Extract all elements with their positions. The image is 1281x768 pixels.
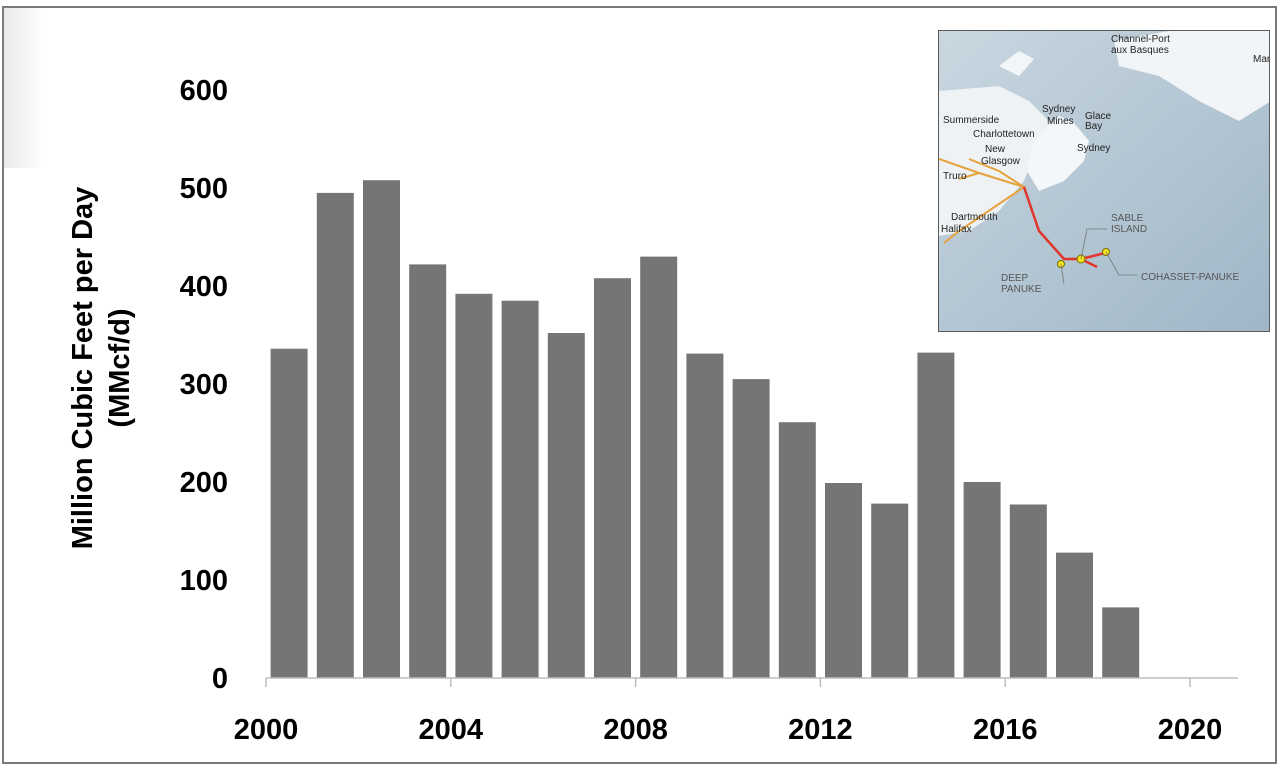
bars-group xyxy=(270,180,1140,678)
inset-map: Channel-Port aux Basques Mary Summerside… xyxy=(938,30,1270,332)
x-tick-label: 2008 xyxy=(603,714,668,746)
bar-2012 xyxy=(825,483,862,678)
bar-2008 xyxy=(640,256,678,678)
bar-2001 xyxy=(316,192,354,678)
place-label: Halifax xyxy=(941,224,972,235)
place-label: Summerside xyxy=(943,115,1000,126)
place-label: Charlottetown xyxy=(973,129,1035,140)
bar-2000 xyxy=(270,348,308,678)
bar-2002 xyxy=(363,180,400,678)
bar-2006 xyxy=(547,333,585,678)
field-label: DEEP xyxy=(1001,273,1029,284)
x-tick-group xyxy=(265,678,1191,687)
x-tick-label: 2000 xyxy=(234,714,299,746)
place-label: Bay xyxy=(1085,121,1102,132)
place-label: Glasgow xyxy=(981,156,1021,167)
inset-map-svg: Channel-Port aux Basques Mary Summerside… xyxy=(939,31,1270,331)
bar-2004 xyxy=(455,293,493,678)
map-cape-breton xyxy=(1027,116,1089,191)
field-label: PANUKE xyxy=(1001,284,1042,295)
place-label: Sydney xyxy=(1042,104,1075,115)
field-label: SABLE xyxy=(1111,213,1144,224)
y-tick-label: 400 xyxy=(180,271,228,303)
map-land xyxy=(939,86,1059,236)
place-label: Mary xyxy=(1253,54,1270,65)
bar-2011 xyxy=(778,422,816,678)
place-label: Channel-Port xyxy=(1111,34,1170,45)
place-label: Sydney xyxy=(1077,143,1110,154)
y-axis-title-line2: (MMcf/d) xyxy=(104,308,136,427)
bar-2013 xyxy=(871,503,909,678)
bar-2007 xyxy=(594,278,631,678)
bar-2018 xyxy=(1102,607,1140,678)
corner-shade xyxy=(4,8,44,168)
bar-2015 xyxy=(963,482,1001,678)
leader-cohasset xyxy=(1105,251,1137,276)
y-tick-label: 100 xyxy=(180,565,228,597)
field-label: ISLAND xyxy=(1111,224,1147,235)
y-tick-label: 300 xyxy=(180,369,228,401)
place-label: Glace xyxy=(1085,111,1112,122)
place-label: aux Basques xyxy=(1111,45,1169,56)
bar-2009 xyxy=(686,353,724,678)
bar-2005 xyxy=(501,300,539,678)
y-tick-label: 500 xyxy=(180,173,228,205)
y-tick-label: 600 xyxy=(180,75,228,107)
y-axis-title-line1: Million Cubic Feet per Day xyxy=(67,187,99,550)
bar-2014 xyxy=(917,352,955,678)
bar-2003 xyxy=(409,264,447,678)
field-label: COHASSET-PANUKE xyxy=(1141,272,1239,283)
x-tick-label: 2012 xyxy=(788,714,853,746)
x-tick-label: 2020 xyxy=(1158,714,1223,746)
x-tick-label: 2004 xyxy=(419,714,484,746)
map-newfoundland xyxy=(1114,31,1269,121)
leader-deep xyxy=(1060,263,1065,285)
place-label: Truro xyxy=(943,171,967,182)
place-label: Dartmouth xyxy=(951,212,998,223)
bar-2010 xyxy=(732,379,770,678)
bar-2017 xyxy=(1056,552,1093,678)
y-tick-label: 0 xyxy=(212,663,228,695)
place-label: Mines xyxy=(1047,116,1074,127)
y-tick-label: 200 xyxy=(180,467,228,499)
leader-sable xyxy=(1080,228,1107,260)
x-tick-label: 2016 xyxy=(973,714,1038,746)
x-tick-labels: 2000 2004 2008 2012 2016 2020 xyxy=(234,714,1223,746)
y-tick-labels: 0 100 200 300 400 500 600 xyxy=(180,75,228,695)
bar-2016 xyxy=(1009,504,1047,678)
place-label: New xyxy=(985,144,1006,155)
map-island xyxy=(999,51,1034,76)
